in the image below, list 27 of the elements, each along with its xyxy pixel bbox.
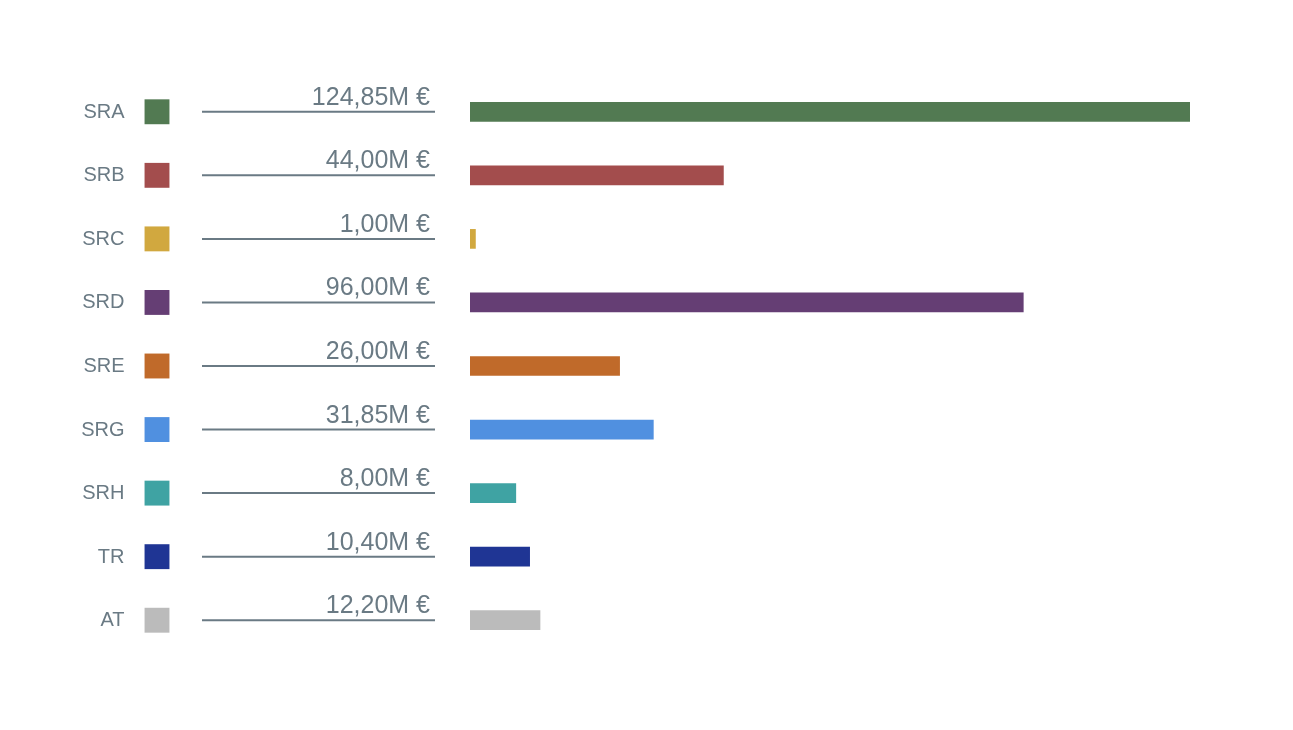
bar [470, 165, 724, 186]
bar [470, 483, 517, 503]
y-tick-label: TR [97, 544, 125, 567]
bar [470, 546, 530, 567]
data-label: 8,00M € [339, 463, 431, 492]
y-tick-label: SRE [83, 354, 125, 376]
data-label: 124,85M € [311, 81, 431, 110]
bar [470, 292, 1024, 313]
y-tick-label: SRA [83, 99, 126, 122]
data-label: 96,00M € [325, 272, 431, 301]
data-label: 10,40M € [325, 526, 431, 555]
bar [470, 101, 1190, 122]
data-label: 31,85M € [325, 399, 431, 428]
bar [470, 610, 541, 631]
y-tick-label: AT [100, 608, 125, 631]
y-tick-label: SRC [82, 226, 125, 249]
y-tick-label: SRH [82, 481, 125, 504]
y-tick-label: SRG [81, 417, 125, 440]
data-label: 12,20M € [325, 590, 431, 619]
data-label: 26,00M € [325, 336, 431, 364]
bar [470, 229, 476, 249]
data-label: 1,00M € [339, 208, 431, 237]
y-tick-label: SRB [83, 163, 125, 186]
bar [470, 419, 654, 440]
y-tick-label: SRD [82, 290, 125, 313]
data-label: 44,00M € [325, 145, 431, 174]
bar [470, 356, 620, 376]
